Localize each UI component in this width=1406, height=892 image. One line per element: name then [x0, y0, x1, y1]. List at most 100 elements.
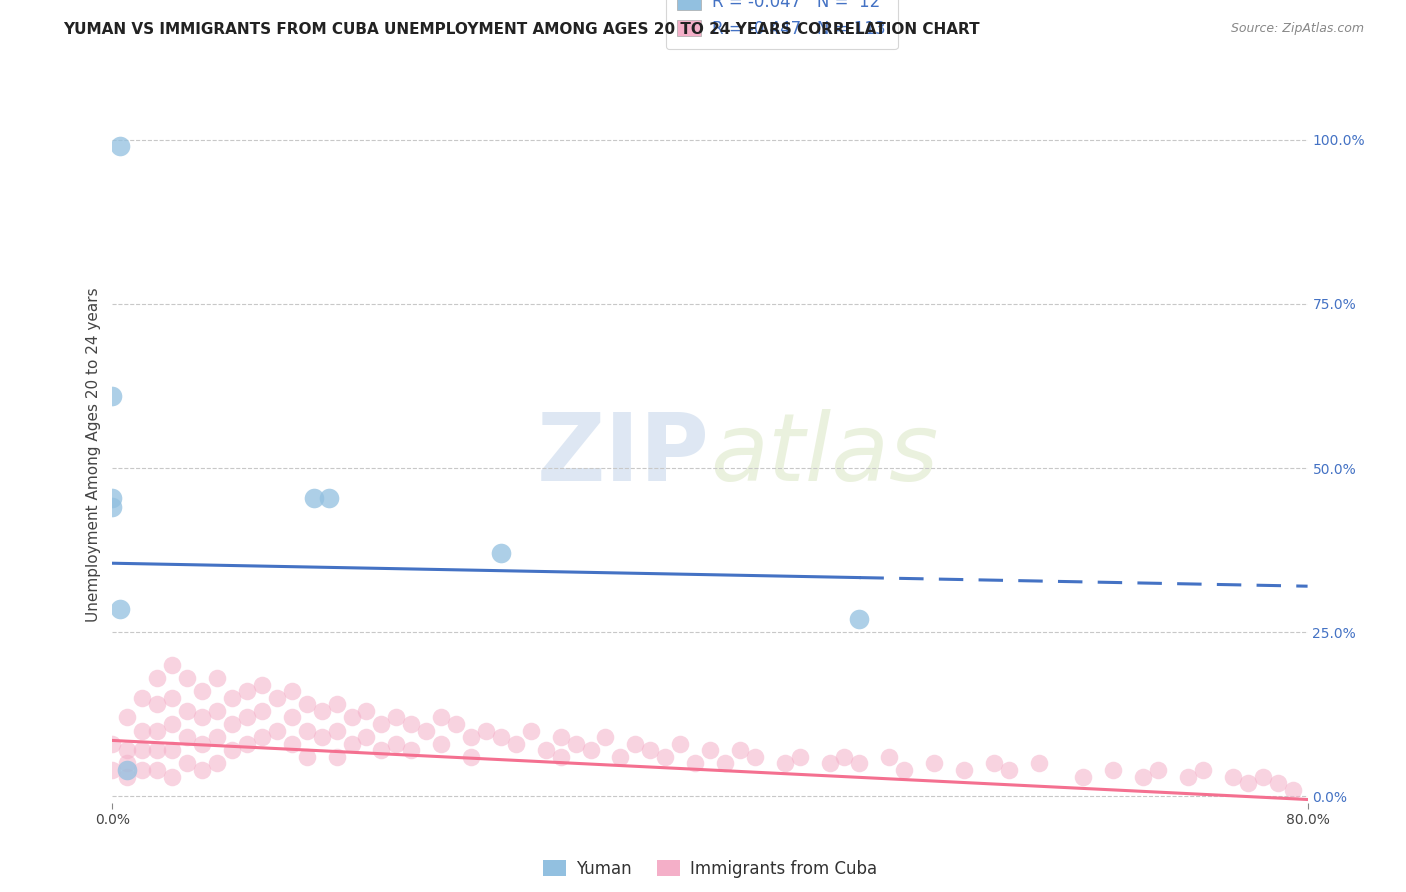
- Point: [281, 684, 304, 698]
- Point: [1237, 776, 1260, 790]
- Point: [983, 756, 1005, 771]
- Point: [162, 743, 183, 757]
- Point: [385, 710, 408, 724]
- Point: [266, 723, 288, 738]
- Point: [221, 690, 243, 705]
- Point: [385, 737, 408, 751]
- Point: [848, 612, 870, 626]
- Point: [595, 730, 617, 744]
- Point: [1267, 776, 1289, 790]
- Point: [236, 684, 259, 698]
- Point: [789, 749, 811, 764]
- Point: [146, 763, 169, 777]
- Point: [295, 723, 318, 738]
- Point: [325, 723, 347, 738]
- Point: [1177, 770, 1199, 784]
- Point: [430, 737, 453, 751]
- Point: [879, 749, 901, 764]
- Point: [250, 678, 273, 692]
- Point: [609, 749, 631, 764]
- Point: [489, 730, 512, 744]
- Point: [176, 756, 198, 771]
- Point: [281, 737, 304, 751]
- Point: [953, 763, 976, 777]
- Point: [714, 756, 737, 771]
- Point: [176, 704, 198, 718]
- Point: [325, 749, 347, 764]
- Point: [624, 737, 647, 751]
- Point: [108, 139, 131, 153]
- Point: [683, 756, 706, 771]
- Point: [1222, 770, 1244, 784]
- Point: [117, 770, 139, 784]
- Point: [117, 710, 139, 724]
- Point: [205, 730, 228, 744]
- Point: [340, 737, 363, 751]
- Point: [191, 763, 214, 777]
- Point: [460, 730, 482, 744]
- Point: [302, 491, 325, 505]
- Point: [191, 710, 214, 724]
- Point: [401, 717, 423, 731]
- Point: [505, 737, 527, 751]
- Point: [250, 704, 273, 718]
- Point: [460, 749, 482, 764]
- Point: [1132, 770, 1154, 784]
- Point: [564, 737, 586, 751]
- Point: [1102, 763, 1125, 777]
- Point: [818, 756, 841, 771]
- Point: [430, 710, 453, 724]
- Point: [415, 723, 437, 738]
- Point: [146, 743, 169, 757]
- Point: [520, 723, 543, 738]
- Point: [131, 723, 153, 738]
- Point: [162, 717, 183, 731]
- Point: [117, 743, 139, 757]
- Point: [162, 657, 183, 672]
- Point: [205, 756, 228, 771]
- Point: [176, 730, 198, 744]
- Point: [1147, 763, 1170, 777]
- Point: [848, 756, 870, 771]
- Point: [101, 491, 124, 505]
- Point: [250, 730, 273, 744]
- Point: [654, 749, 676, 764]
- Point: [669, 737, 692, 751]
- Point: [728, 743, 751, 757]
- Point: [1251, 770, 1274, 784]
- Point: [550, 730, 572, 744]
- Point: [131, 743, 153, 757]
- Point: [356, 730, 378, 744]
- Point: [101, 500, 124, 515]
- Point: [131, 690, 153, 705]
- Point: [205, 671, 228, 685]
- Point: [266, 690, 288, 705]
- Point: [108, 602, 131, 616]
- Point: [101, 389, 124, 403]
- Point: [1073, 770, 1095, 784]
- Point: [699, 743, 721, 757]
- Point: [489, 546, 512, 560]
- Point: [146, 723, 169, 738]
- Point: [176, 671, 198, 685]
- Point: [370, 717, 392, 731]
- Point: [221, 717, 243, 731]
- Point: [205, 704, 228, 718]
- Point: [998, 763, 1021, 777]
- Point: [550, 749, 572, 764]
- Point: [1281, 782, 1303, 797]
- Point: [318, 491, 340, 505]
- Point: [117, 763, 139, 777]
- Point: [101, 737, 124, 751]
- Text: YUMAN VS IMMIGRANTS FROM CUBA UNEMPLOYMENT AMONG AGES 20 TO 24 YEARS CORRELATION: YUMAN VS IMMIGRANTS FROM CUBA UNEMPLOYME…: [63, 22, 980, 37]
- Point: [162, 690, 183, 705]
- Point: [191, 684, 214, 698]
- Point: [325, 698, 347, 712]
- Y-axis label: Unemployment Among Ages 20 to 24 years: Unemployment Among Ages 20 to 24 years: [86, 287, 101, 623]
- Point: [281, 710, 304, 724]
- Legend: Yuman, Immigrants from Cuba: Yuman, Immigrants from Cuba: [543, 860, 877, 878]
- Point: [773, 756, 796, 771]
- Point: [922, 756, 945, 771]
- Point: [236, 737, 259, 751]
- Point: [236, 710, 259, 724]
